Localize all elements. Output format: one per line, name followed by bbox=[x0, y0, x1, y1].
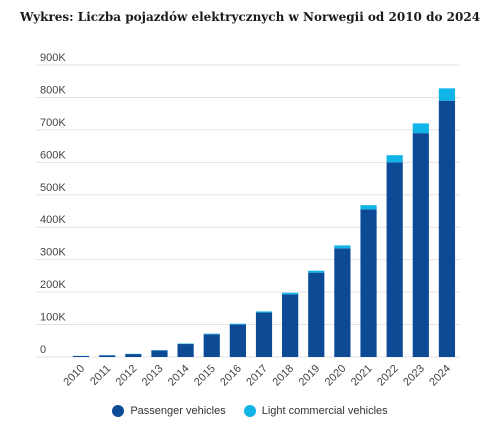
x-tick-label: 2011 bbox=[88, 363, 113, 388]
y-axis-ticks: 0 100K 200K 300K 400K 500K 600K 700K 800K 900K bbox=[40, 52, 66, 356]
bar-passenger-2017 bbox=[255, 312, 273, 357]
x-tick-label: 2024 bbox=[427, 363, 453, 389]
legend-swatch-light-commercial bbox=[243, 405, 256, 417]
y-tick-label: 800K bbox=[40, 84, 66, 96]
y-tick-label: 600K bbox=[40, 149, 66, 161]
bar-passenger-2021 bbox=[360, 209, 377, 357]
x-tick-label: 2010 bbox=[61, 363, 87, 389]
bar-passenger-2013 bbox=[151, 350, 168, 357]
x-tick-label: 2023 bbox=[401, 363, 427, 389]
bar-light-commercial-2024 bbox=[438, 88, 456, 101]
x-tick-label: 2018 bbox=[270, 363, 296, 389]
y-tick-label: 0 bbox=[40, 344, 46, 356]
bar-passenger-2019 bbox=[308, 272, 325, 357]
legend: Passenger vehicles Light commercial vehi… bbox=[0, 405, 500, 417]
bar-passenger-2012 bbox=[125, 354, 142, 357]
x-tick-label: 2020 bbox=[323, 363, 349, 389]
y-tick-label: 300K bbox=[40, 247, 66, 259]
bar-light-commercial-2019 bbox=[308, 270, 325, 273]
x-tick-label: 2019 bbox=[297, 363, 323, 389]
legend-swatch-passenger bbox=[112, 405, 125, 417]
bar-light-commercial-2017 bbox=[255, 311, 273, 313]
bar-light-commercial-2016 bbox=[229, 323, 246, 325]
bar-passenger-2011 bbox=[99, 355, 116, 357]
x-tick-label: 2015 bbox=[192, 363, 218, 389]
x-tick-label: 2022 bbox=[375, 363, 401, 389]
x-tick-label: 2014 bbox=[166, 363, 192, 389]
x-tick-label: 2013 bbox=[140, 363, 166, 389]
y-tick-label: 700K bbox=[40, 117, 66, 129]
legend-label-passenger: Passenger vehicles bbox=[130, 405, 226, 417]
bar-passenger-2022 bbox=[386, 162, 403, 357]
bar-passenger-2015 bbox=[203, 334, 220, 357]
bar-light-commercial-2015 bbox=[203, 333, 220, 335]
bar-passenger-2023 bbox=[412, 133, 429, 357]
legend-item-passenger: Passenger vehicles bbox=[112, 405, 226, 417]
bar-light-commercial-2020 bbox=[334, 245, 351, 249]
y-tick-label: 500K bbox=[40, 182, 66, 194]
x-tick-label: 2012 bbox=[114, 363, 140, 389]
bar-light-commercial-2021 bbox=[360, 205, 377, 210]
chart-title: Wykres: Liczba pojazdów elektrycznych w … bbox=[19, 10, 481, 24]
bar-passenger-2018 bbox=[282, 294, 299, 357]
x-axis-ticks: 2010 2011 2012 2013 2014 2015 2016 2017 2018 2019… bbox=[61, 363, 453, 389]
bar-passenger-2010 bbox=[72, 356, 90, 357]
y-tick-label: 900K bbox=[40, 52, 66, 64]
legend-item-light-commercial: Light commercial vehicles bbox=[243, 405, 388, 417]
bar-light-commercial-2018 bbox=[282, 292, 299, 295]
y-tick-label: 100K bbox=[40, 312, 66, 324]
legend-label-light-commercial: Light commercial vehicles bbox=[261, 405, 388, 417]
bars bbox=[72, 88, 456, 357]
x-tick-label: 2016 bbox=[218, 363, 244, 389]
bar-passenger-2014 bbox=[177, 344, 194, 357]
stacked-bar-chart: 0 100K 200K 300K 400K 500K 600K 700K 800K 900K 20… bbox=[36, 52, 460, 389]
bar-light-commercial-2022 bbox=[386, 155, 403, 163]
x-tick-label: 2017 bbox=[244, 363, 270, 389]
bar-light-commercial-2023 bbox=[412, 123, 429, 134]
y-tick-label: 400K bbox=[40, 214, 66, 226]
bar-passenger-2016 bbox=[229, 324, 246, 357]
x-tick-label: 2021 bbox=[349, 363, 375, 389]
y-tick-label: 200K bbox=[40, 279, 66, 291]
bar-passenger-2024 bbox=[438, 100, 456, 357]
bar-passenger-2020 bbox=[334, 248, 351, 357]
